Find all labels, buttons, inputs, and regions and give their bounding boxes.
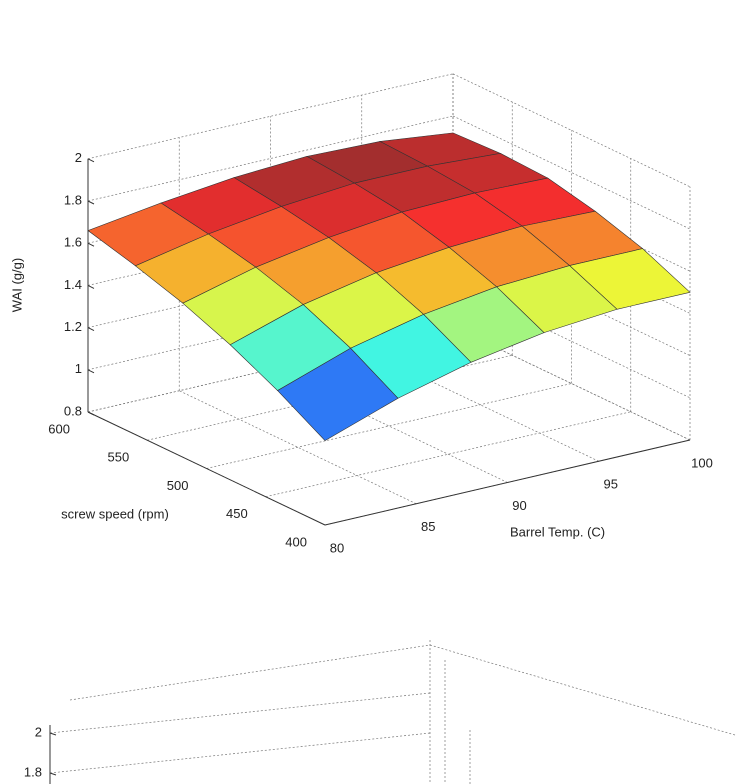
y-tick-label: 600 (48, 421, 70, 436)
plots: 80 85 90 95 100 400 450 500 550 600 0.8 1 1.2 1.4 1.6 1… (24, 73, 736, 784)
x-axis-label: Barrel Temp. (C) (510, 524, 605, 539)
y-tick-label: 450 (226, 506, 248, 521)
y-axis-label: screw speed (rpm) (61, 506, 169, 521)
z-tick (87, 200, 95, 205)
z-tick (49, 732, 57, 736)
box-edge (429, 644, 736, 736)
z-tick-label: 1.8 (24, 764, 42, 779)
z-tick-label: 1.2 (64, 319, 82, 334)
x-tick-label: 95 (604, 477, 618, 492)
y-tick-label: 500 (167, 478, 189, 493)
z-tick (87, 242, 95, 247)
z-tick-label: 2 (35, 724, 42, 739)
x-tick-label: 90 (512, 498, 526, 513)
x-tick-label: 80 (330, 540, 344, 555)
x-tick-label: 85 (421, 519, 435, 534)
x-tick-label: 100 (691, 455, 713, 470)
z-tick (49, 772, 57, 776)
z-tick (87, 327, 95, 332)
z-axis-label: WAI (g/g) (9, 258, 24, 312)
grid-line (87, 115, 454, 202)
z-tick-label: 0.8 (64, 403, 82, 418)
x-axis (324, 439, 691, 526)
surface-patch (277, 347, 399, 441)
z-tick (87, 369, 95, 374)
grid-line (87, 73, 454, 160)
box-edge (69, 644, 431, 701)
z-tick-label: 1.8 (64, 192, 82, 207)
y-tick-label: 400 (285, 534, 307, 549)
y-tick-label: 550 (108, 450, 130, 465)
z-tick-label: 1.4 (64, 277, 82, 292)
grid-line (206, 383, 572, 469)
z-tick-label: 1.6 (64, 235, 82, 250)
grid-line (265, 411, 631, 498)
z-tick (87, 284, 95, 289)
y-axis (87, 411, 326, 526)
z-tick-label: 1 (75, 361, 82, 376)
z-tick (87, 158, 95, 163)
z-tick-label: 2 (75, 150, 82, 165)
